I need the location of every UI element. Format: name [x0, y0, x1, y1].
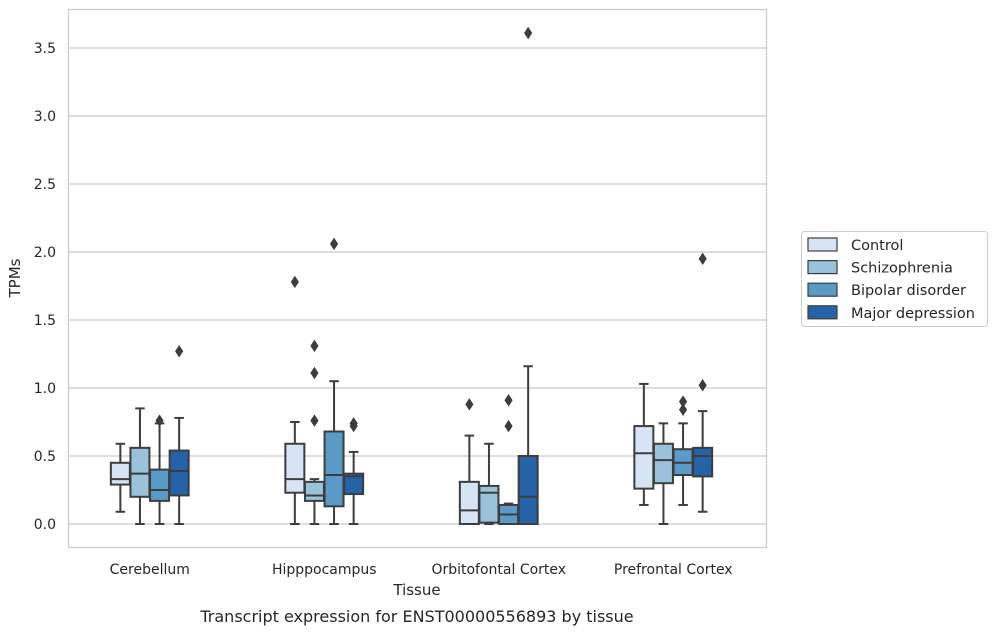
legend-item: Schizophrenia — [807, 260, 953, 277]
legend-item: Control — [807, 237, 903, 254]
outlier-point — [504, 394, 513, 407]
outlier-point — [175, 345, 184, 358]
box — [168, 345, 190, 525]
box-body — [458, 480, 480, 525]
box-body — [323, 430, 345, 508]
outlier-point — [698, 379, 707, 392]
box-body — [168, 449, 190, 497]
legend-label: Major depression — [851, 306, 975, 322]
box — [303, 339, 325, 525]
outlier-point — [310, 366, 319, 380]
box-body — [517, 455, 539, 525]
box-body — [692, 446, 714, 478]
box — [517, 26, 539, 525]
y-axis-title: TPMs — [6, 258, 24, 298]
box — [109, 442, 131, 513]
box-body — [109, 461, 131, 486]
outlier-point — [310, 414, 319, 427]
box-body — [129, 446, 151, 498]
box-body — [149, 468, 171, 502]
legend: Control Schizophrenia Bipolar disorder Majo… — [801, 231, 988, 327]
y-tick-label: 1.0 — [34, 381, 56, 397]
box-body — [343, 472, 365, 496]
outlier-point — [678, 403, 688, 416]
box — [284, 275, 306, 525]
outlier-point — [504, 419, 513, 433]
y-tick-label: 1.5 — [34, 313, 56, 329]
box-body — [303, 480, 325, 502]
series-control — [109, 275, 655, 525]
legend-swatch — [807, 305, 838, 320]
outlier-point — [698, 252, 707, 266]
x-tick-label: Hipppocampus — [272, 562, 377, 578]
outlier-point — [310, 339, 319, 353]
series-major-depression — [168, 26, 714, 525]
box-body — [284, 442, 306, 494]
chart-caption: Transcript expression for ENST0000055689… — [199, 607, 633, 626]
box — [343, 417, 365, 525]
y-tick-label: 2.0 — [34, 245, 56, 261]
box — [692, 252, 714, 513]
legend-item: Major depression — [807, 305, 975, 322]
legend-item: Bipolar disorder — [807, 282, 966, 299]
x-tick-label: Orbitofontal Cortex — [431, 562, 566, 578]
box — [633, 382, 655, 506]
outlier-point — [465, 398, 474, 411]
legend-swatch — [807, 282, 838, 297]
x-tick-label: Cerebellum — [110, 562, 190, 578]
outlier-point — [678, 395, 688, 408]
y-tick-labels: 0.0 0.5 1.0 1.5 2.0 2.5 3.0 3.5 — [34, 41, 56, 533]
legend-label: Schizophrenia — [851, 261, 953, 277]
y-tick-label: 3.5 — [34, 41, 56, 57]
box — [672, 395, 694, 506]
y-tick-label: 0.0 — [34, 517, 56, 533]
box-body — [633, 425, 655, 490]
outlier-point — [155, 414, 164, 427]
legend-label: Control — [851, 238, 903, 254]
box — [458, 398, 480, 525]
outlier-point — [290, 275, 299, 289]
legend-swatch — [807, 260, 838, 275]
x-tick-labels: Cerebellum Hipppocampus Orbitofontal Corte… — [110, 562, 733, 578]
series-bipolar-disorder — [149, 237, 694, 525]
box — [478, 442, 500, 525]
box — [498, 394, 520, 525]
outlier-point — [349, 417, 358, 430]
y-tick-label: 0.5 — [34, 449, 56, 465]
box — [323, 237, 345, 525]
box-body — [478, 484, 500, 524]
box-body — [652, 442, 674, 485]
box — [149, 414, 171, 525]
x-tick-label: Prefrontal Cortex — [614, 562, 733, 578]
outlier-point — [329, 237, 339, 251]
box-series-group — [109, 26, 714, 525]
x-axis-title: Tissue — [392, 581, 440, 599]
y-tick-label: 3.0 — [34, 109, 56, 125]
y-tick-label: 2.5 — [34, 177, 56, 193]
legend-swatch — [807, 237, 838, 252]
outlier-point — [524, 26, 533, 40]
legend-label: Bipolar disorder — [851, 283, 966, 299]
legend-frame — [801, 231, 988, 327]
